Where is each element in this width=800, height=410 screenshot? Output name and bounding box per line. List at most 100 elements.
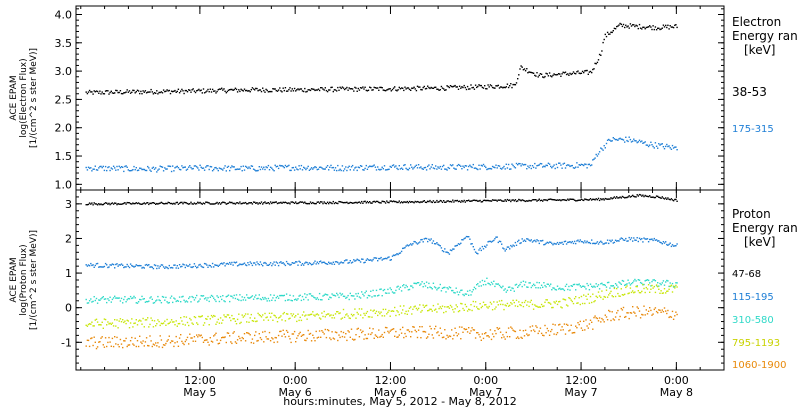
data-point	[153, 92, 156, 94]
data-point	[536, 165, 538, 167]
data-point	[524, 200, 527, 203]
data-point	[461, 239, 463, 241]
data-point	[657, 312, 659, 314]
data-point	[514, 284, 517, 286]
data-point	[205, 263, 207, 265]
data-point	[427, 85, 429, 87]
data-point	[221, 337, 223, 339]
data-point	[357, 87, 359, 90]
data-point	[573, 199, 576, 201]
data-point	[643, 142, 645, 144]
data-point	[667, 280, 669, 282]
data-point	[308, 262, 311, 264]
data-point	[539, 306, 542, 308]
data-point	[641, 140, 643, 142]
data-point	[246, 166, 248, 168]
data-point	[269, 340, 272, 342]
data-point	[430, 166, 432, 168]
data-point	[676, 243, 678, 245]
data-point	[191, 168, 193, 170]
data-point	[200, 166, 202, 168]
data-point	[276, 90, 279, 92]
data-point	[666, 26, 668, 29]
data-point	[207, 201, 209, 204]
data-point	[142, 317, 144, 320]
data-point	[155, 300, 157, 302]
data-point	[457, 243, 460, 245]
data-point	[274, 201, 276, 203]
data-point	[569, 329, 571, 331]
data-point	[339, 292, 341, 294]
data-point	[213, 335, 215, 337]
data-point	[671, 282, 674, 285]
data-point	[513, 166, 515, 168]
data-point	[498, 240, 501, 242]
data-point	[636, 237, 638, 239]
data-point	[224, 316, 226, 318]
data-point	[521, 66, 523, 68]
data-point	[124, 266, 126, 268]
data-point	[535, 199, 537, 201]
data-point	[158, 202, 160, 205]
data-point	[298, 319, 300, 322]
data-point	[405, 310, 407, 313]
data-point	[226, 166, 229, 168]
data-point	[592, 328, 594, 330]
data-point	[546, 164, 548, 167]
electron-ytick-label: 2.0	[55, 122, 73, 135]
data-point	[170, 170, 173, 173]
data-point	[551, 306, 553, 309]
data-point	[392, 200, 395, 202]
data-point	[161, 323, 164, 325]
data-point	[433, 167, 436, 170]
data-point	[356, 258, 358, 260]
data-point	[411, 331, 413, 333]
data-point	[144, 319, 147, 321]
data-point	[123, 340, 125, 342]
data-point	[198, 264, 200, 266]
data-point	[186, 321, 189, 324]
data-point	[116, 336, 118, 339]
data-point	[645, 309, 647, 311]
data-point	[486, 277, 488, 279]
data-point	[515, 337, 518, 339]
data-point	[588, 71, 591, 73]
data-point	[218, 202, 221, 204]
data-point	[588, 199, 591, 201]
data-point	[638, 237, 641, 239]
data-point	[637, 279, 639, 281]
data-point	[91, 321, 93, 323]
data-point	[417, 86, 420, 88]
data-point	[353, 314, 355, 316]
data-point	[594, 243, 596, 245]
data-point	[110, 90, 112, 92]
data-point	[536, 281, 538, 284]
data-point	[276, 202, 279, 205]
data-point	[150, 88, 152, 91]
data-point	[275, 166, 277, 168]
data-point	[552, 165, 554, 168]
data-point	[140, 90, 142, 93]
data-point	[225, 316, 227, 318]
data-point	[186, 265, 189, 267]
data-point	[109, 341, 111, 343]
data-point	[558, 301, 560, 303]
data-point	[114, 167, 116, 169]
data-point	[514, 330, 517, 333]
data-point	[247, 167, 249, 170]
data-point	[374, 87, 377, 89]
data-point	[313, 296, 315, 299]
data-point	[408, 288, 411, 291]
data-point	[512, 199, 514, 201]
data-point	[490, 338, 493, 341]
data-point	[645, 238, 647, 240]
data-point	[423, 167, 425, 169]
data-point	[362, 86, 364, 88]
data-point	[190, 337, 192, 339]
data-point	[107, 341, 109, 344]
data-point	[485, 166, 487, 169]
data-point	[674, 315, 676, 317]
data-point	[523, 301, 526, 304]
data-point	[676, 282, 678, 284]
data-point	[410, 306, 412, 308]
